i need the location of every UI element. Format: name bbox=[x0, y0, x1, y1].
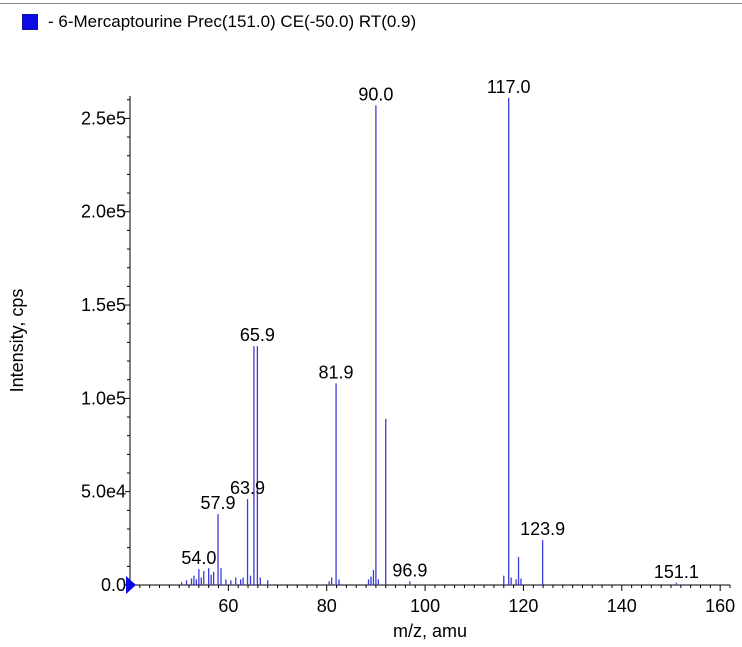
x-tick-label: 80 bbox=[317, 596, 337, 616]
axes: 0.0 5.0e4 1.0e5 1.5e5 2.0e5 2.5e5 60 80 100 120 14… bbox=[81, 96, 735, 616]
peak-label: 123.9 bbox=[520, 519, 565, 539]
legend: - 6-Mercaptourine Prec(151.0) CE(-50.0) … bbox=[22, 10, 416, 34]
peak-label: 117.0 bbox=[487, 77, 531, 97]
peak-label: 90.0 bbox=[358, 84, 393, 104]
y-tick-label: 5.0e4 bbox=[81, 482, 126, 502]
legend-label: - 6-Mercaptourine Prec(151.0) CE(-50.0) … bbox=[48, 12, 417, 31]
x-tick-label: 160 bbox=[705, 596, 735, 616]
peak-label: 151.1 bbox=[654, 562, 699, 582]
x-axis-title: m/z, amu bbox=[393, 621, 467, 641]
y-tick-label: 1.5e5 bbox=[81, 295, 126, 315]
peak-label: 96.9 bbox=[392, 560, 427, 580]
x-tick-label: 140 bbox=[607, 596, 637, 616]
spectrum-peaks bbox=[180, 97, 678, 585]
peak-label: 54.0 bbox=[181, 548, 216, 568]
peak-label: 81.9 bbox=[319, 362, 354, 382]
y-tick-label: 2.0e5 bbox=[81, 202, 126, 222]
y-tick-label: 0.0 bbox=[101, 575, 126, 595]
header-divider bbox=[0, 3, 742, 4]
origin-marker-icon bbox=[126, 576, 136, 594]
y-tick-label: 2.5e5 bbox=[81, 108, 126, 128]
legend-swatch bbox=[22, 14, 38, 30]
y-axis-title: Intensity, cps bbox=[7, 289, 27, 393]
peak-label: 57.9 bbox=[201, 493, 236, 513]
x-tick-label: 60 bbox=[218, 596, 238, 616]
peak-label: 63.9 bbox=[230, 478, 265, 498]
y-tick-label: 1.0e5 bbox=[81, 388, 126, 408]
x-tick-label: 100 bbox=[410, 596, 440, 616]
x-tick-label: 120 bbox=[508, 596, 538, 616]
peak-label: 65.9 bbox=[240, 325, 275, 345]
peak-labels: 117.0 90.0 65.9 81.9 63.957.9 123.9 54.0 96.9 15… bbox=[181, 77, 699, 582]
